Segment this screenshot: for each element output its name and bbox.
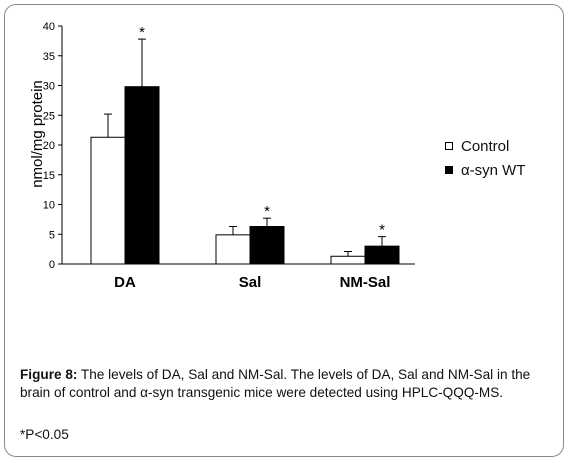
bars-group: * * *: [90, 24, 400, 265]
y-tick-label: 25: [43, 110, 55, 122]
y-tick-label: 10: [43, 200, 55, 212]
figure-caption: Figure 8: The levels of DA, Sal and NM-S…: [20, 366, 550, 402]
bar-sal-0: [215, 234, 251, 265]
bar-nm-sal-0: [330, 255, 366, 265]
caption-text: The levels of DA, Sal and NM-Sal. The le…: [20, 367, 531, 400]
y-tick-label: 0: [49, 259, 55, 271]
figure-label: Figure 8:: [20, 367, 78, 382]
y-tick-label: 35: [43, 51, 55, 63]
legend-item-asyn: α-syn WT: [445, 158, 526, 182]
y-tick-label: 5: [49, 229, 55, 241]
x-tick-labels: DA Sal NM-Sal: [114, 274, 390, 291]
bar-da-1: [124, 86, 160, 265]
x-tick-label: NM-Sal: [340, 274, 391, 291]
significance-asterisk: *: [139, 24, 145, 41]
bar-da-0: [90, 136, 126, 265]
legend-label-asyn: α-syn WT: [461, 161, 526, 179]
legend: Control α-syn WT: [445, 134, 526, 182]
y-tick-label: 15: [43, 170, 55, 182]
legend-swatch-control: [445, 142, 453, 150]
y-tick-label: 20: [43, 140, 55, 152]
y-axis-label: nmol/mg protein: [29, 80, 46, 188]
legend-item-control: Control: [445, 134, 526, 158]
significance-asterisk: *: [379, 222, 385, 239]
bar-sal-1: [249, 226, 285, 265]
x-tick-label: Sal: [239, 274, 262, 291]
legend-label-control: Control: [461, 137, 510, 155]
significance-asterisk: *: [264, 203, 270, 220]
legend-swatch-asyn: [445, 166, 453, 174]
bar-chart: 0 5 10 15 20 25 30 35 40 * * * DA Sal NM-Sal nmol/mg…: [29, 21, 415, 291]
bar-nm-sal-1: [364, 245, 400, 265]
y-tick-label: 30: [43, 81, 55, 93]
significance-note: *P<0.05: [20, 427, 69, 442]
x-tick-label: DA: [114, 274, 136, 291]
y-tick-label: 40: [43, 21, 55, 33]
